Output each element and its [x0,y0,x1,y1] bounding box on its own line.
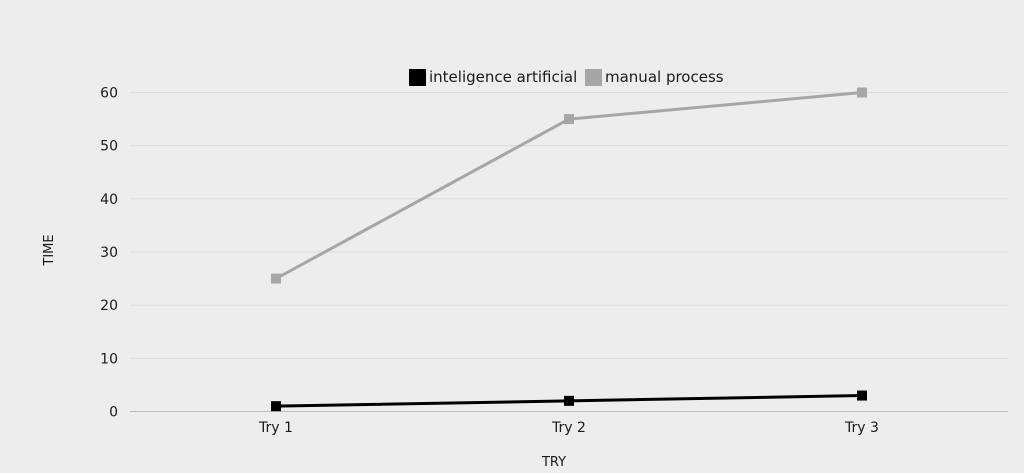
legend-swatch-manual-process [585,69,602,86]
x-axis-title: TRY [541,455,566,470]
gridlines [130,92,1008,359]
data-point-marker [857,87,867,98]
series-manual-process [271,87,867,284]
y-tick-label: 10 [100,351,118,367]
data-point-marker [857,390,867,401]
y-tick-label: 20 [100,298,118,314]
x-tick-label: Try 1 [258,420,293,436]
series-inteligence-artificial [271,390,867,412]
legend-swatch-inteligence-artificial [409,69,426,86]
y-tick-label: 0 [109,405,118,421]
x-tick-label: Try 2 [551,420,586,436]
x-axis-ticks: Try 1 Try 2 Try 3 [258,420,879,436]
x-tick-label: Try 3 [844,420,879,436]
y-tick-label: 40 [100,192,118,208]
data-point-marker [271,273,281,284]
series-layer [271,87,867,412]
y-tick-label: 30 [100,245,118,261]
data-point-marker [271,401,281,412]
y-axis-ticks: 0 10 20 30 40 50 60 [100,86,118,421]
y-axis-title: TIME [42,234,57,266]
legend-label-inteligence-artificial: inteligence artificial [429,68,577,86]
data-point-marker [564,114,574,125]
legend: inteligence artificial manual process [409,68,724,86]
data-point-marker [564,395,574,406]
legend-label-manual-process: manual process [605,68,724,86]
y-tick-label: 60 [100,86,118,102]
y-tick-label: 50 [100,139,118,155]
